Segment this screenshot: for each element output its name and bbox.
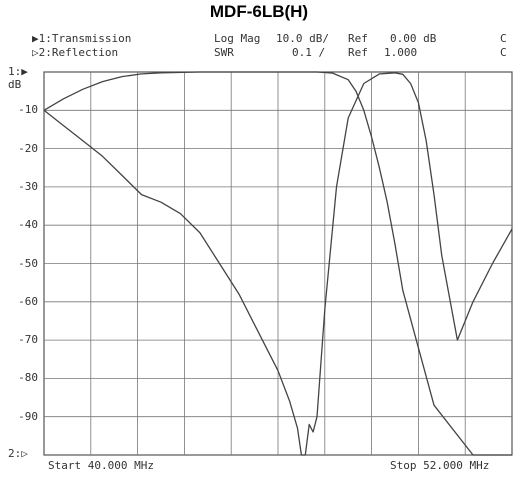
marker1-label: 1:▶ xyxy=(8,65,28,78)
series-line-reflection xyxy=(43,72,513,456)
trace2-label: ▷2:Reflection xyxy=(32,46,119,59)
y-tick-label: -10 xyxy=(18,103,38,117)
trace1-flag: C xyxy=(500,32,507,45)
unit-label: dB xyxy=(8,78,22,91)
y-tick-label: -80 xyxy=(18,371,38,385)
trace2-ref-label: Ref xyxy=(348,46,368,59)
y-tick-label: -60 xyxy=(18,294,38,308)
trace1-scale: 10.0 dB/ xyxy=(276,32,329,45)
trace2-flag: C xyxy=(500,46,507,59)
marker2-label: 2:▷ xyxy=(8,447,28,460)
trace1-format: Log Mag xyxy=(214,32,261,45)
trace1-ref: 0.00 dB xyxy=(390,32,437,45)
y-tick-label: -50 xyxy=(18,256,38,270)
chart-title: MDF-6LB(H) xyxy=(209,2,309,21)
y-tick-label: -20 xyxy=(18,141,38,155)
trace2-scale: 0.1 / xyxy=(292,46,326,59)
y-tick-label: -90 xyxy=(18,409,38,423)
y-tick-label: -70 xyxy=(18,333,38,347)
stop-frequency: Stop 52.000 MHz xyxy=(390,459,490,472)
trace1-label: ▶1:Transmission xyxy=(32,32,132,45)
trace2-ref: 1.000 xyxy=(384,46,418,59)
y-tick-label: -30 xyxy=(18,179,38,193)
trace2-format: SWR xyxy=(214,46,234,59)
y-tick-label: -40 xyxy=(18,218,38,232)
series-line-transmission xyxy=(43,71,512,456)
trace1-ref-label: Ref xyxy=(348,32,368,45)
start-frequency: Start 40.000 MHz xyxy=(48,459,154,472)
